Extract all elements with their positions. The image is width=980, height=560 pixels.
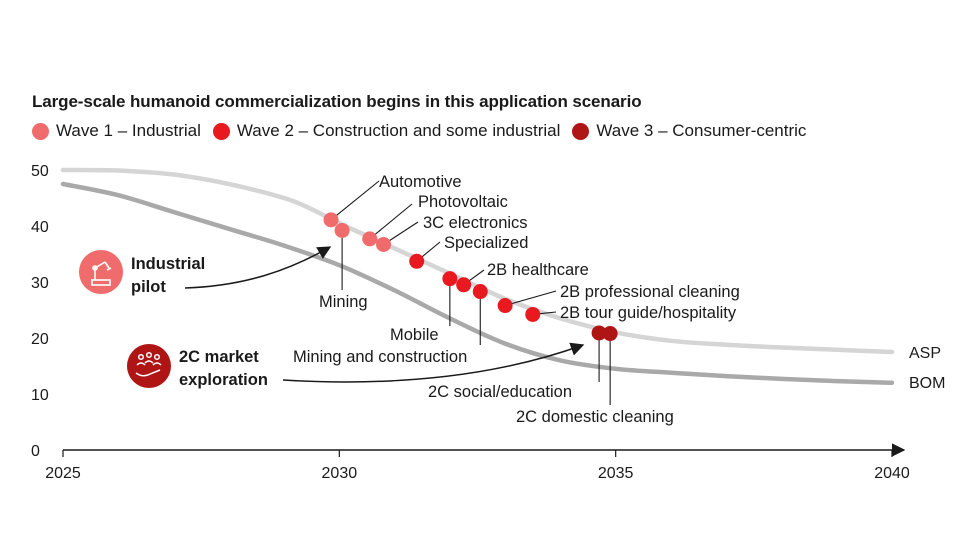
market-exploration-line-1: 2C market [179, 348, 259, 366]
people-hand-icon [135, 351, 162, 377]
y-tick-label: 20 [31, 331, 49, 348]
industrial-pilot-badge [79, 250, 123, 294]
point-label-mining: Mining [319, 293, 368, 311]
point-label-automotive: Automotive [379, 173, 462, 191]
legend-item-wave-3: Wave 3 – Consumer-centric [572, 121, 806, 141]
legend-item-wave-1: Wave 1 – Industrial [32, 121, 201, 141]
legend-label-wave-2: Wave 2 – Construction and some industria… [236, 121, 561, 140]
point-3c-electronics [376, 236, 392, 252]
leader-2b-professional-cleaning [504, 290, 557, 307]
bom-line [60, 181, 895, 386]
point-label-specialized: Specialized [444, 234, 528, 252]
y-tick-label: 10 [31, 387, 49, 404]
point-mining [334, 222, 350, 238]
robot-arm-icon [91, 261, 112, 286]
x-tick-label: 2035 [598, 465, 634, 482]
point-label-2b-healthcare: 2B healthcare [487, 261, 589, 279]
leader-photovoltaic [369, 203, 413, 240]
legend-label-wave-3: Wave 3 – Consumer-centric [596, 121, 807, 140]
y-tick-label: 30 [31, 275, 49, 292]
x-tick-label: 2025 [45, 465, 81, 482]
industrial-pilot-line-2: pilot [131, 278, 166, 296]
point-photovoltaic [362, 231, 378, 247]
industrial-pilot-arrow [184, 246, 332, 289]
legend-dot-wave-1 [32, 122, 49, 140]
asp-series-label: ASP [909, 345, 941, 362]
legend-item-wave-2: Wave 2 – Construction and some industria… [212, 121, 561, 141]
y-tick-label: 50 [31, 163, 49, 180]
legend-dot-wave-2 [212, 122, 230, 140]
x-tick-label: 2030 [322, 465, 358, 482]
point-mining-and-construction [472, 284, 488, 300]
chart-title: Large-scale humanoid commercialization b… [32, 92, 642, 111]
bom-series-label: BOM [909, 375, 945, 392]
point-label-2c-domestic-cleaning: 2C domestic cleaning [516, 408, 674, 426]
market-exploration-arrow [282, 342, 585, 383]
point-mobile [442, 271, 458, 287]
point-label-2b-tour-guide-hospitality: 2B tour guide/hospitality [560, 304, 737, 322]
y-tick-label: 40 [31, 219, 49, 236]
point-2c-social-education [591, 325, 607, 341]
point-2b-healthcare [456, 277, 472, 293]
industrial-pilot-annotation: Industrial pilot [79, 246, 332, 296]
leader-automotive [330, 180, 380, 221]
point-specialized [409, 253, 425, 269]
legend-label-wave-1: Wave 1 – Industrial [56, 121, 201, 140]
point-label-3c-electronics: 3C electronics [423, 214, 528, 232]
legend: Wave 1 – Industrial Wave 2 – Constructio… [32, 121, 818, 141]
point-label-mining-and-construction: Mining and construction [293, 348, 467, 366]
point-label-2c-social-education: 2C social/education [428, 383, 572, 401]
point-2b-professional-cleaning [497, 298, 513, 314]
industrial-pilot-line-1: Industrial [131, 255, 205, 273]
market-exploration-annotation: 2C market exploration [127, 342, 585, 389]
y-tick-label: 0 [31, 443, 40, 460]
point-label-mobile: Mobile [390, 326, 439, 344]
market-exploration-line-2: exploration [179, 371, 268, 389]
point-2b-tour-guide-hospitality [525, 306, 541, 322]
market-exploration-badge [127, 344, 171, 388]
point-label-2b-professional-cleaning: 2B professional cleaning [560, 283, 740, 301]
point-automotive [323, 212, 339, 228]
x-tick-label: 2040 [874, 465, 910, 482]
point-2c-domestic-cleaning [602, 326, 618, 342]
point-label-photovoltaic: Photovoltaic [418, 193, 508, 211]
legend-dot-wave-3 [572, 122, 590, 140]
